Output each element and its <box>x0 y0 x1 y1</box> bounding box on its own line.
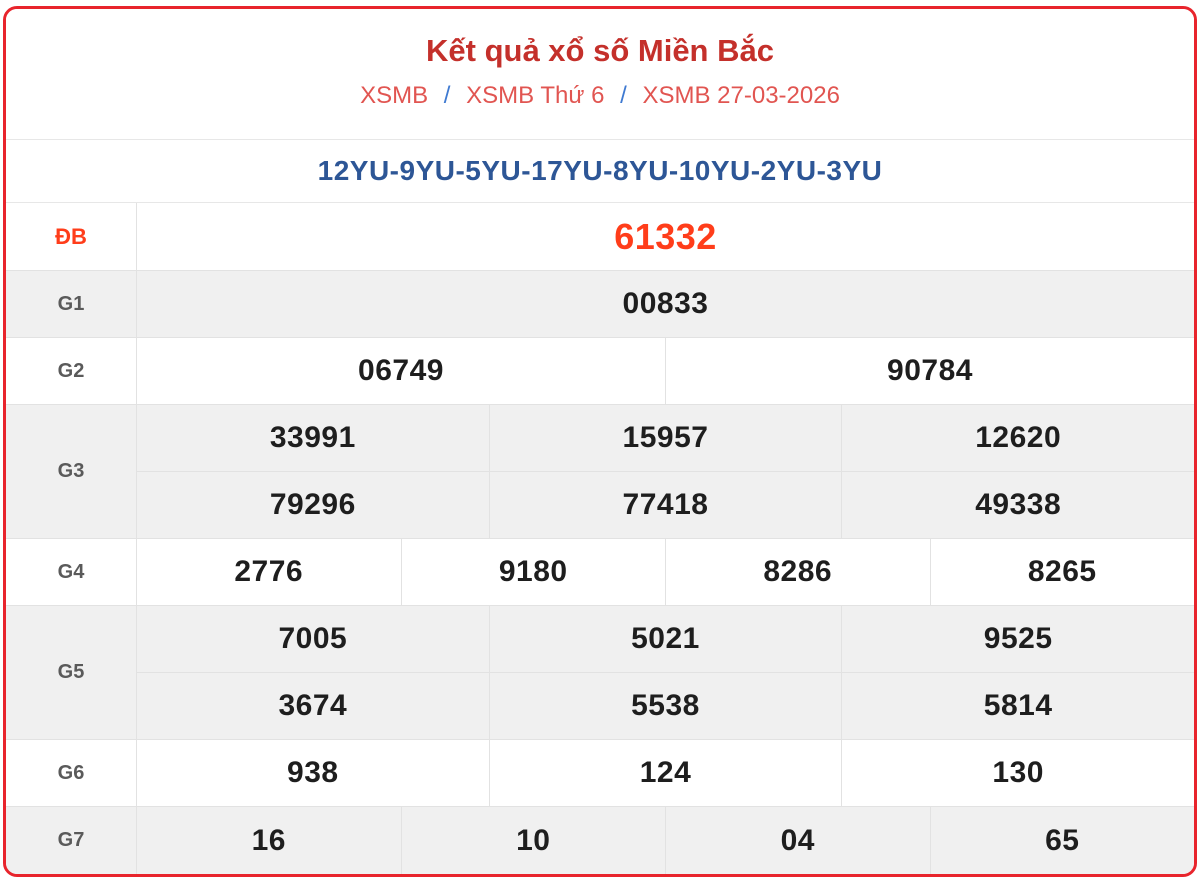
prize-row-g1: G1 00833 <box>6 271 1194 338</box>
prize-row-g2: G2 06749 90784 <box>6 338 1194 405</box>
prize-value: 77418 <box>488 472 842 538</box>
prize-value: 9180 <box>400 539 666 605</box>
lottery-results-card: Kết quả xổ số Miền Bắc XSMB / XSMB Thứ 6… <box>3 6 1197 877</box>
prize-row-g4: G4 2776 9180 8286 8265 <box>6 539 1194 606</box>
prize-value: 12620 <box>841 405 1194 471</box>
prize-label-g2: G2 <box>6 338 137 404</box>
prize-value: 79296 <box>269 488 356 521</box>
breadcrumb-link-xsmb-date[interactable]: XSMB 27-03-2026 <box>642 82 840 110</box>
prize-value: 938 <box>287 756 339 789</box>
prize-value: 9525 <box>841 606 1194 672</box>
prize-value-db: 61332 <box>614 215 717 257</box>
prize-row-db: ĐB 61332 <box>6 203 1194 271</box>
prize-value: 00833 <box>622 287 709 320</box>
prize-value: 49338 <box>841 472 1194 538</box>
prize-table: ĐB 61332 G1 00833 G2 06749 90784 <box>6 203 1194 874</box>
prize-value: 8265 <box>929 539 1195 605</box>
prize-label-g3: G3 <box>6 405 137 538</box>
prize-value: 5538 <box>488 673 842 739</box>
prize-label-g5: G5 <box>6 606 137 739</box>
prize-row-g5: G5 7005 5021 9525 3674 5538 5814 <box>6 606 1194 740</box>
prize-value: 65 <box>929 807 1195 874</box>
results-header: Kết quả xổ số Miền Bắc XSMB / XSMB Thứ 6… <box>6 9 1194 140</box>
prize-label-g7: G7 <box>6 807 137 874</box>
prize-value: 8286 <box>665 539 930 605</box>
prize-label-g6: G6 <box>6 740 137 806</box>
prize-value: 3674 <box>278 689 348 722</box>
prize-row-g6: G6 938 124 130 <box>6 740 1194 807</box>
prize-value: 06749 <box>358 354 444 387</box>
page-title: Kết quả xổ số Miền Bắc <box>426 33 774 68</box>
prize-value: 2776 <box>234 555 304 588</box>
prize-value: 5814 <box>841 673 1194 739</box>
prize-value: 33991 <box>269 421 356 454</box>
prize-row-g3: G3 33991 15957 12620 79296 77418 49338 <box>6 405 1194 539</box>
prize-label-db: ĐB <box>6 203 137 270</box>
prize-value: 90784 <box>665 338 1194 404</box>
prize-row-g7: G7 16 10 04 65 <box>6 807 1194 874</box>
prize-value: 7005 <box>278 622 348 655</box>
prize-value: 10 <box>400 807 666 874</box>
prize-value: 5021 <box>488 606 842 672</box>
breadcrumb-separator: / <box>620 82 627 110</box>
breadcrumb: XSMB / XSMB Thứ 6 / XSMB 27-03-2026 <box>6 82 1194 110</box>
prize-value: 16 <box>251 823 286 857</box>
prize-value: 124 <box>488 740 842 806</box>
prize-label-g4: G4 <box>6 539 137 605</box>
prize-label-g1: G1 <box>6 271 137 337</box>
loto-summary-line: 12YU-9YU-5YU-17YU-8YU-10YU-2YU-3YU <box>6 140 1194 203</box>
prize-value: 04 <box>665 807 930 874</box>
prize-value: 130 <box>841 740 1194 806</box>
breadcrumb-link-xsmb[interactable]: XSMB <box>360 82 429 110</box>
breadcrumb-link-xsmb-weekday[interactable]: XSMB Thứ 6 <box>466 82 605 110</box>
breadcrumb-separator: / <box>443 82 451 110</box>
prize-value: 15957 <box>488 405 842 471</box>
